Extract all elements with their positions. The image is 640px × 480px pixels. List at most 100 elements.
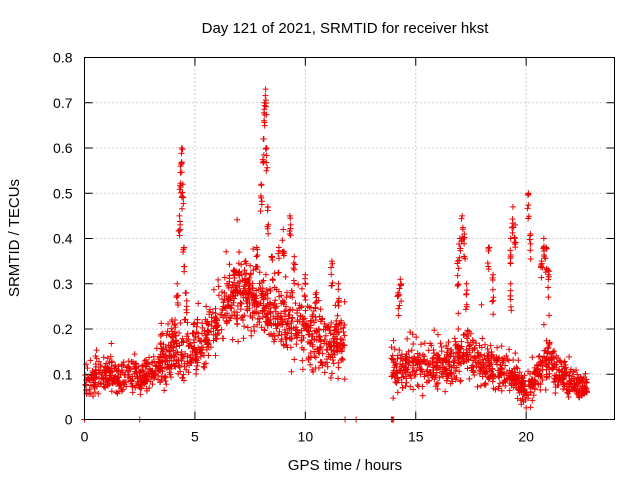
- data-point: [176, 329, 183, 336]
- data-point: [305, 353, 312, 360]
- data-point: [307, 349, 314, 356]
- data-point: [250, 266, 257, 273]
- data-point: [177, 319, 184, 326]
- data-point: [466, 342, 473, 349]
- data-point: [396, 302, 403, 309]
- data-point: [197, 338, 204, 345]
- data-point: [537, 361, 544, 368]
- data-point: [302, 321, 309, 328]
- data-point: [529, 376, 536, 383]
- data-point: [394, 389, 401, 396]
- data-point: [180, 249, 187, 256]
- data-point: [282, 329, 289, 336]
- y-tick-label: 0.5: [53, 185, 73, 201]
- data-point: [543, 244, 550, 251]
- data-point: [133, 360, 140, 367]
- data-point: [284, 289, 291, 296]
- data-point: [505, 372, 512, 379]
- data-point: [268, 322, 275, 329]
- data-point: [489, 298, 496, 305]
- data-point: [398, 282, 405, 289]
- data-point: [430, 347, 437, 354]
- data-point: [254, 264, 261, 271]
- data-point: [276, 255, 283, 262]
- data-point: [454, 281, 461, 288]
- data-point: [158, 365, 165, 372]
- data-point: [292, 261, 299, 268]
- data-point: [524, 205, 531, 212]
- data-point: [177, 226, 184, 233]
- data-point: [172, 324, 179, 331]
- data-point: [475, 352, 482, 359]
- data-point: [437, 340, 444, 347]
- data-point: [176, 212, 183, 219]
- data-point: [459, 212, 466, 219]
- data-point: [235, 260, 242, 267]
- data-point: [95, 367, 102, 374]
- data-point: [231, 295, 238, 302]
- data-point: [108, 340, 115, 347]
- y-tick-label: 0.3: [53, 276, 73, 292]
- data-point: [137, 391, 144, 398]
- data-point: [226, 261, 233, 268]
- data-point: [312, 354, 319, 361]
- data-point: [410, 362, 417, 369]
- data-point: [292, 333, 299, 340]
- data-point: [527, 383, 534, 390]
- data-point: [257, 208, 264, 215]
- data-point: [427, 360, 434, 367]
- data-point: [551, 372, 558, 379]
- data-point: [203, 303, 210, 310]
- data-point: [544, 363, 551, 370]
- data-point: [458, 354, 465, 361]
- data-point: [323, 356, 330, 363]
- data-point: [334, 312, 341, 319]
- data-point: [407, 372, 414, 379]
- data-point: [88, 372, 95, 379]
- x-tick-label: 0: [81, 429, 89, 445]
- data-point: [338, 348, 345, 355]
- data-point: [546, 312, 553, 319]
- data-point: [481, 341, 488, 348]
- data-point: [399, 370, 406, 377]
- data-point: [527, 370, 534, 377]
- data-point: [166, 369, 173, 376]
- data-point: [388, 344, 395, 351]
- data-point: [194, 362, 201, 369]
- data-point: [511, 373, 518, 380]
- data-point: [526, 236, 533, 243]
- data-point: [501, 372, 508, 379]
- data-point: [171, 339, 178, 346]
- data-point: [396, 347, 403, 354]
- data-point: [187, 340, 194, 347]
- data-point: [220, 335, 227, 342]
- data-point: [489, 275, 496, 282]
- data-point: [473, 363, 480, 370]
- data-point: [335, 375, 342, 382]
- data-point: [495, 373, 502, 380]
- data-point: [195, 300, 202, 307]
- data-point: [131, 351, 138, 358]
- data-point: [319, 350, 326, 357]
- data-point: [263, 159, 270, 166]
- data-point: [146, 354, 153, 361]
- data-point: [251, 294, 258, 301]
- data-point: [129, 377, 136, 384]
- data-point: [284, 320, 291, 327]
- data-point: [478, 301, 485, 308]
- data-point: [170, 357, 177, 364]
- data-point: [132, 365, 139, 372]
- data-point: [583, 379, 590, 386]
- data-point: [454, 272, 461, 279]
- data-point: [392, 379, 399, 386]
- data-point: [497, 362, 504, 369]
- data-point: [463, 303, 470, 310]
- data-point: [219, 307, 226, 314]
- data-point: [331, 323, 338, 330]
- data-point: [253, 309, 260, 316]
- data-point: [395, 289, 402, 296]
- data-point: [339, 355, 346, 362]
- data-point: [107, 372, 114, 379]
- data-point: [335, 302, 342, 309]
- data-point: [193, 366, 200, 373]
